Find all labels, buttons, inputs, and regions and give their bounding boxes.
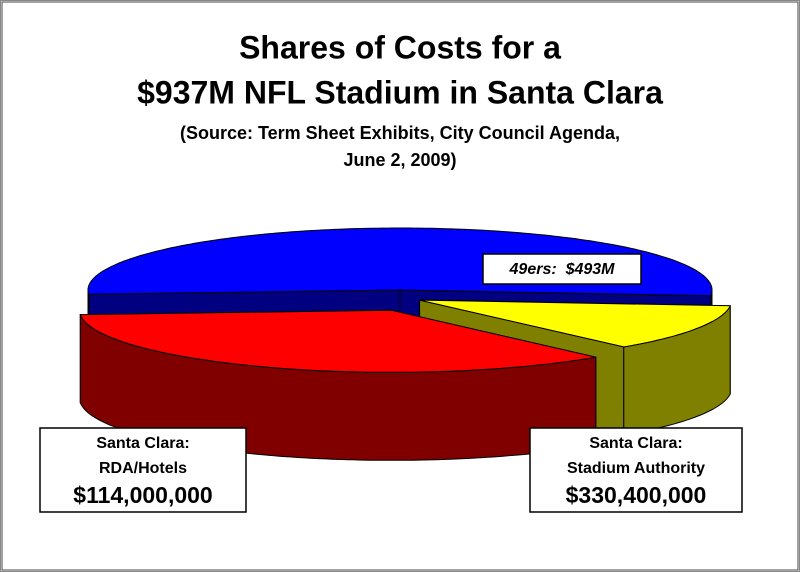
- chart-title: Shares of Costs for a: [239, 29, 561, 65]
- slice: [419, 299, 731, 348]
- labels: 49ers: $493M Santa Clara: RDA/Hotels $114,0…: [39, 253, 743, 513]
- slice: [79, 309, 596, 373]
- chart-subtitle: (Source: Term Sheet Exhibits, City Counc…: [180, 123, 620, 143]
- label-box: [529, 427, 743, 513]
- category-label: Stadium Authority: [567, 460, 705, 477]
- spacer: [557, 261, 566, 278]
- label-box: [39, 427, 247, 513]
- category-label: 49ers:: [509, 261, 557, 278]
- value-label: $114,000,000: [73, 482, 212, 508]
- category-label: RDA/Hotels: [99, 460, 187, 477]
- category-label: Santa Clara:: [589, 435, 682, 452]
- category-label: Santa Clara:: [96, 435, 189, 452]
- value-label: $493M: [565, 261, 616, 278]
- chart-subtitle: June 2, 2009): [343, 150, 456, 170]
- pie: [79, 227, 731, 461]
- label-box: [482, 253, 642, 285]
- chart-title: $937M NFL Stadium in Santa Clara: [137, 74, 663, 110]
- value-label: $330,400,000: [566, 482, 707, 508]
- data-label: 49ers: $493M: [509, 261, 616, 278]
